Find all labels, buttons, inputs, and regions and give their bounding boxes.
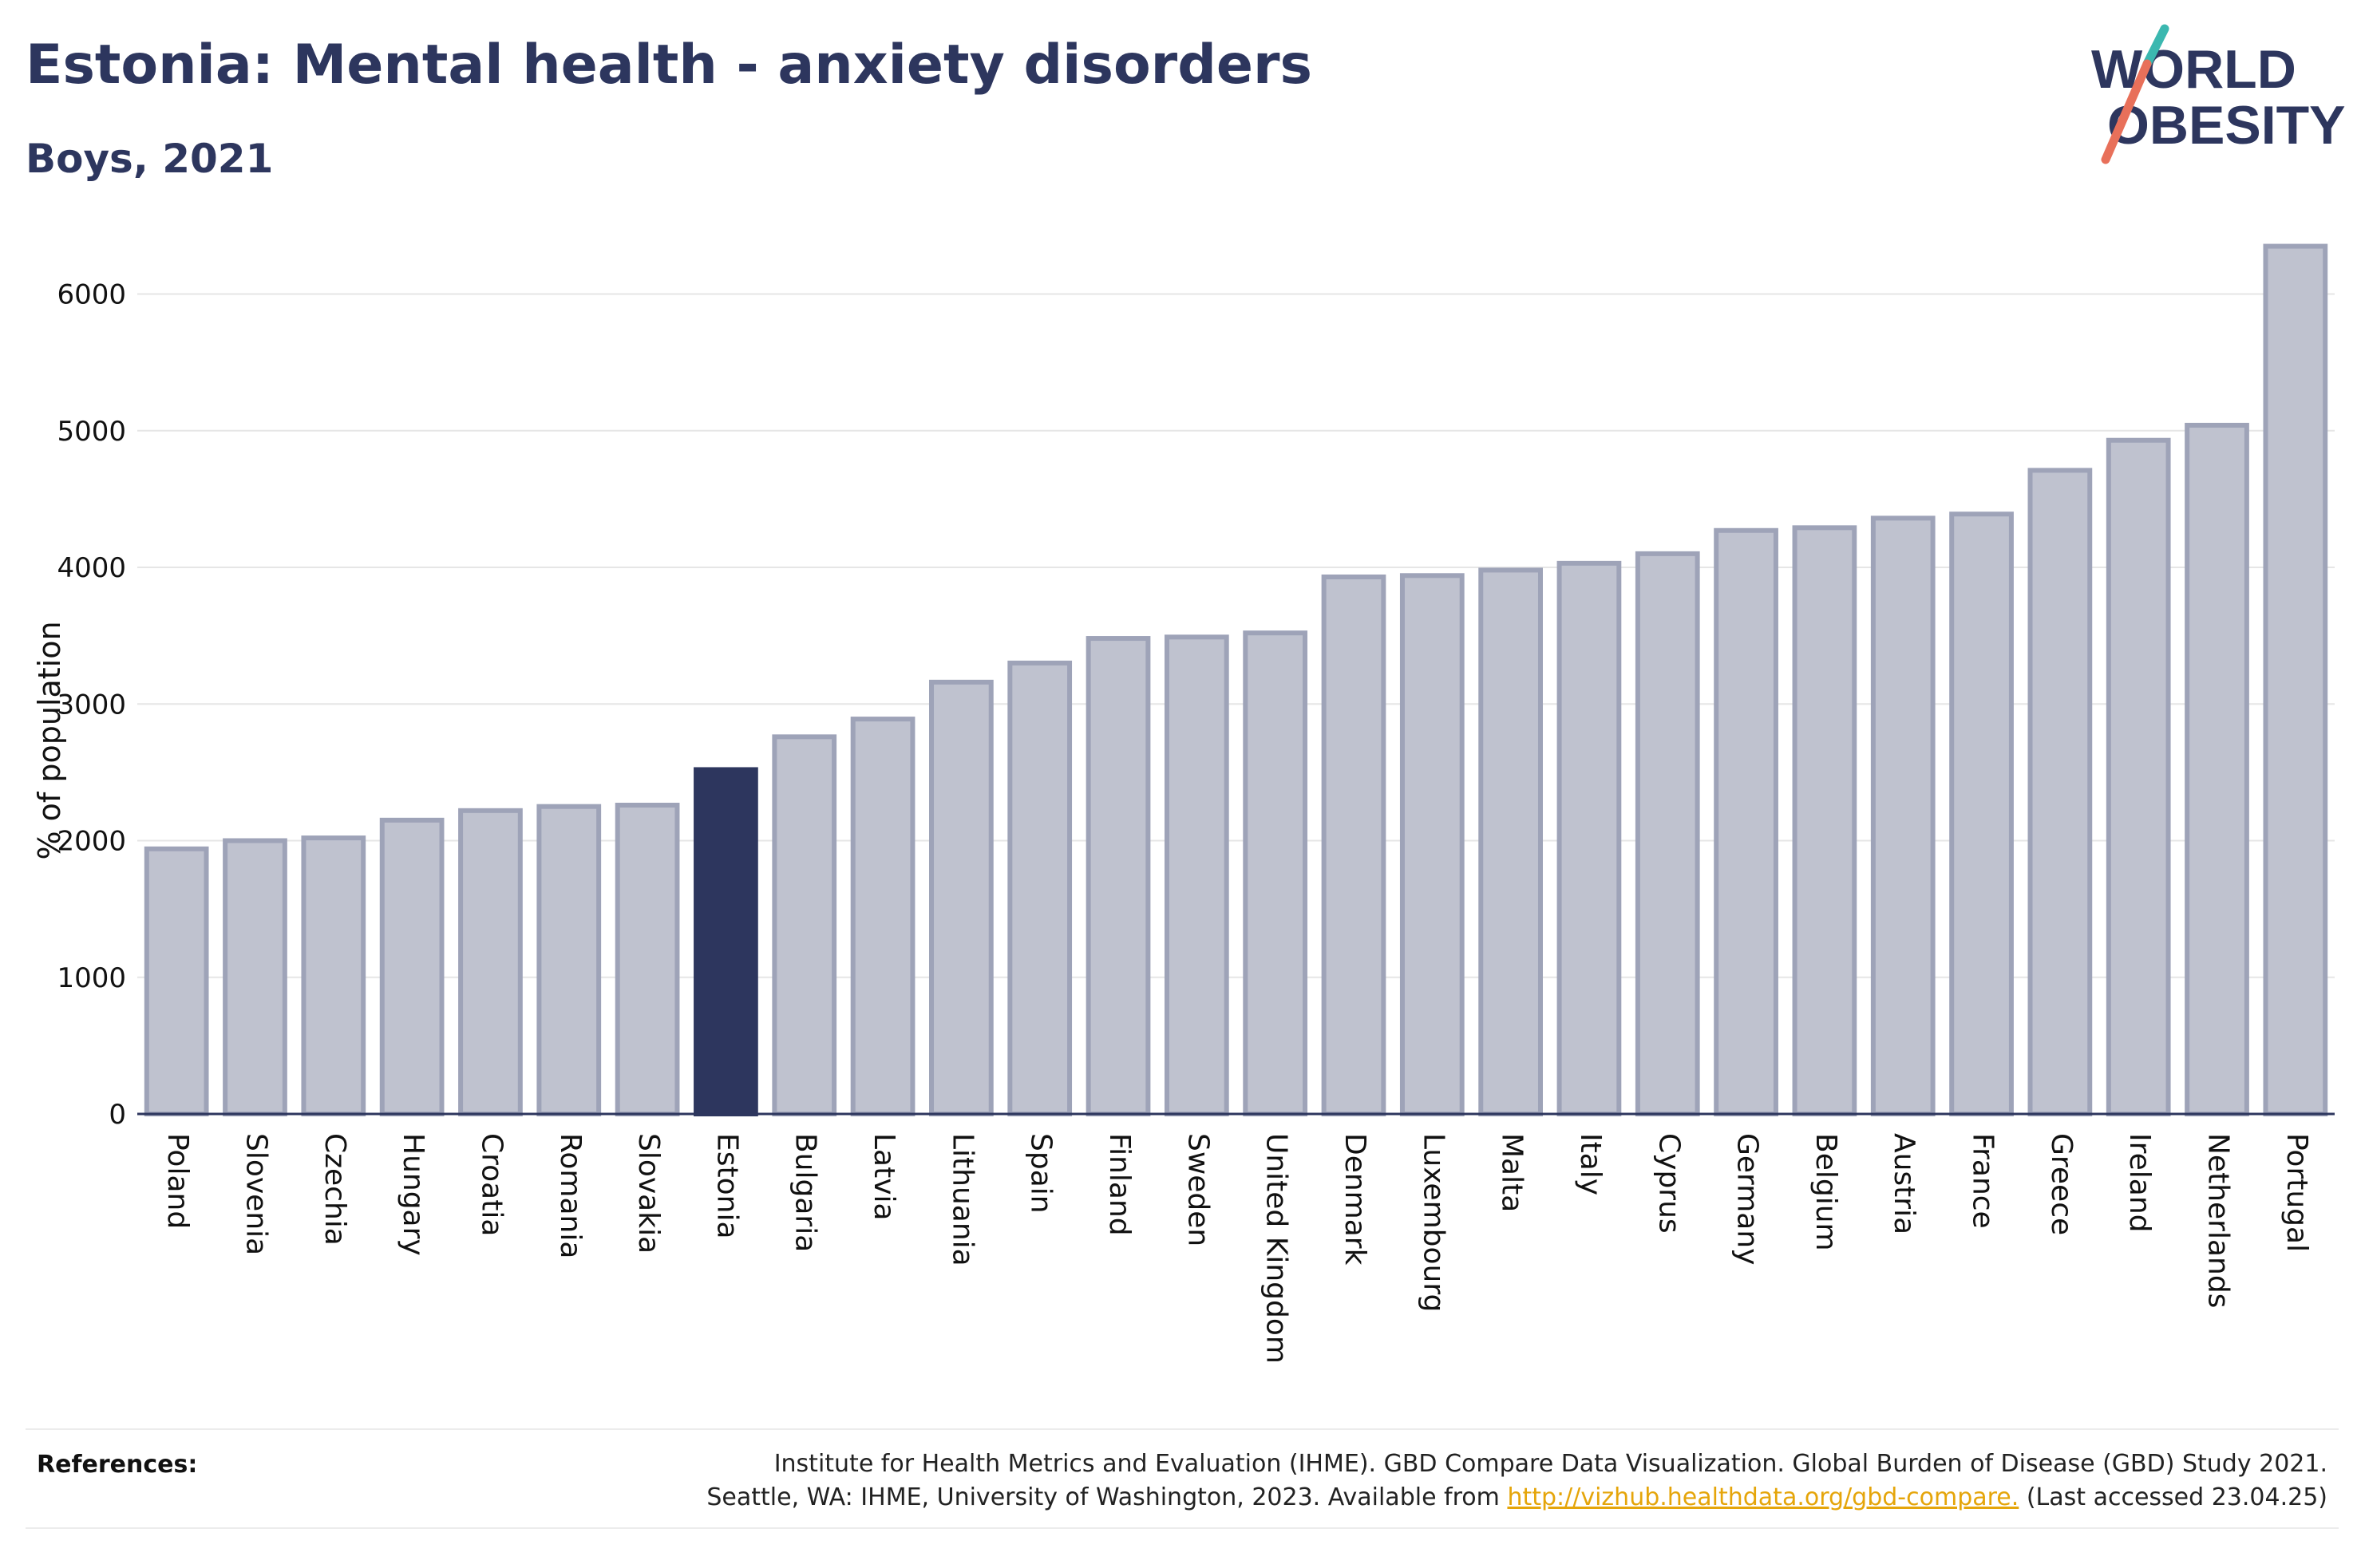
x-tick-label: Belgium	[1809, 1133, 1842, 1251]
x-tick-label: Sweden	[1181, 1133, 1214, 1246]
bar-germany	[1714, 527, 1778, 1116]
x-tick-label: Luxembourg	[1417, 1133, 1449, 1312]
x-tick-label: Netherlands	[2202, 1133, 2235, 1308]
x-tick-label: Spain	[1025, 1133, 1058, 1214]
x-tick-label: Italy	[1574, 1133, 1607, 1195]
bar-ireland	[2106, 437, 2171, 1116]
world-obesity-logo: WORLD OBESITY	[2091, 24, 2346, 164]
references-text: Institute for Health Metrics and Evaluat…	[706, 1448, 2327, 1515]
bar-belgium	[1792, 525, 1857, 1116]
x-tick-label: United Kingdom	[1260, 1133, 1293, 1364]
bar-finland	[1086, 636, 1151, 1116]
bar-denmark	[1321, 574, 1386, 1116]
bar-sweden	[1164, 634, 1229, 1116]
bar-austria	[1870, 515, 1936, 1116]
y-tick-label: 0	[109, 1099, 126, 1131]
bar-united-kingdom	[1243, 630, 1308, 1116]
bar-spain	[1007, 660, 1073, 1116]
x-tick-label: Bulgaria	[789, 1133, 822, 1252]
bar-malta	[1478, 567, 1543, 1116]
y-tick-label: 5000	[57, 416, 126, 448]
x-tick-label: Greece	[2045, 1133, 2078, 1235]
x-tick-label: Germany	[1731, 1133, 1764, 1265]
bars	[144, 243, 2328, 1117]
bar-bulgaria	[772, 734, 837, 1116]
references-line-2-prefix: Seattle, WA: IHME, University of Washing…	[706, 1483, 1500, 1511]
references-panel: References: Institute for Health Metrics…	[26, 1428, 2339, 1529]
references-label: References:	[37, 1451, 198, 1479]
x-tick-label: Czechia	[318, 1133, 351, 1246]
x-tick-label: Finland	[1103, 1133, 1136, 1236]
chart-subtitle: Boys, 2021	[26, 136, 274, 182]
y-tick-label: 1000	[57, 962, 126, 994]
bar-chart: 0 1000 2000 3000 4000 5000 6000 Poland Slovenia C…	[32, 243, 2335, 1364]
y-tick-label: 3000	[57, 689, 126, 721]
bar-lithuania	[929, 679, 994, 1116]
bar-hungary	[379, 817, 445, 1116]
x-tick-label: Slovakia	[632, 1133, 665, 1254]
bar-greece	[2027, 468, 2093, 1116]
x-tick-label: Latvia	[868, 1133, 900, 1221]
x-tick-label: Malta	[1496, 1133, 1529, 1212]
x-tick-label: Croatia	[475, 1133, 508, 1236]
bar-estonia	[694, 767, 758, 1116]
chart-title: Estonia: Mental health - anxiety disorde…	[26, 34, 1313, 97]
logo-word-obesity: OBESITY	[2107, 95, 2346, 156]
references-link[interactable]: http://vizhub.healthdata.org/gbd-compare…	[1507, 1483, 2019, 1511]
y-tick-label: 6000	[57, 279, 126, 311]
bar-netherlands	[2185, 422, 2249, 1116]
bar-cyprus	[1635, 551, 1700, 1116]
x-tick-label: Cyprus	[1652, 1133, 1685, 1234]
y-tick-label: 2000	[57, 826, 126, 858]
bar-portugal	[2263, 243, 2328, 1116]
bar-slovakia	[615, 802, 680, 1116]
x-tick-label: Portugal	[2280, 1133, 2313, 1252]
bar-slovenia	[223, 838, 287, 1116]
x-tick-label: Romania	[554, 1133, 587, 1258]
bar-france	[1949, 511, 2014, 1116]
bar-italy	[1556, 560, 1622, 1116]
logo-slash-teal	[2142, 24, 2169, 69]
x-tick-label: France	[1967, 1133, 1999, 1229]
x-tick-label: Hungary	[397, 1133, 429, 1256]
logo-slash-coral	[2101, 59, 2152, 164]
x-tick-label: Estonia	[710, 1133, 743, 1239]
bar-romania	[536, 804, 602, 1116]
references-line-2-suffix: (Last accessed 23.04.25)	[2026, 1483, 2327, 1511]
y-tick-label: 4000	[57, 552, 126, 584]
x-tick-label: Poland	[161, 1133, 194, 1229]
x-tick-label: Slovenia	[239, 1133, 272, 1255]
bar-latvia	[850, 717, 916, 1117]
bar-luxembourg	[1399, 573, 1465, 1116]
bar-czechia	[301, 835, 366, 1116]
logo-word-world: WORLD	[2091, 39, 2296, 100]
bar-croatia	[458, 808, 523, 1116]
x-tick-label: Denmark	[1339, 1133, 1371, 1266]
x-tick-label: Austria	[1888, 1133, 1920, 1234]
y-axis-label: % of population	[32, 621, 67, 859]
x-tick-label: Ireland	[2123, 1133, 2156, 1233]
references-line-2: Seattle, WA: IHME, University of Washing…	[706, 1481, 2327, 1515]
x-tick-label: Lithuania	[946, 1133, 979, 1266]
references-line-1: Institute for Health Metrics and Evaluat…	[773, 1450, 2327, 1478]
bar-poland	[144, 846, 209, 1117]
axis-labels: 0 1000 2000 3000 4000 5000 6000 Poland Slovenia C…	[32, 279, 2313, 1364]
